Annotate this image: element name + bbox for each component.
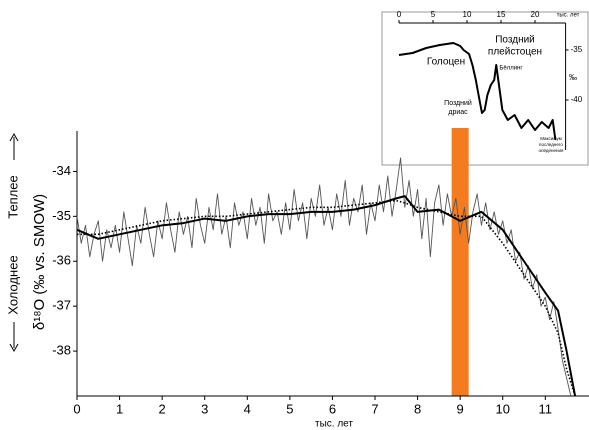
x-tick-label: 0: [397, 10, 402, 19]
y-tick-label: -40: [571, 95, 583, 104]
annotation: последнего: [539, 142, 563, 147]
y-tick-label: -35: [52, 208, 71, 223]
x-tick-label: 7: [371, 401, 378, 416]
colder-label: Холоднее: [5, 255, 20, 314]
x-tick-label: 5: [286, 401, 293, 416]
x-tick-label: 15: [497, 10, 506, 19]
x-tick-label: 1: [116, 401, 123, 416]
series-line: [398, 42, 557, 141]
y-axis-label: ‰: [569, 73, 577, 82]
annotation: Поздний: [495, 35, 535, 46]
x-axis-label: тыс. лет: [315, 419, 353, 430]
x-tick-label: 6: [329, 401, 336, 416]
annotation: Бёллинг: [499, 66, 523, 72]
annotation: плейстоцен: [488, 47, 542, 58]
highlight-band: [451, 128, 469, 396]
x-tick-label: 10: [495, 401, 509, 416]
x-tick-label: 9: [457, 401, 464, 416]
arrow-down-head: [9, 343, 19, 353]
x-tick-label: 0: [73, 401, 80, 416]
series-line: [77, 199, 576, 397]
series-line: [76, 195, 577, 397]
x-tick-label: 4: [244, 401, 251, 416]
y-tick-label: -35: [571, 45, 583, 54]
annotation: Поздний: [444, 99, 472, 107]
warmer-label: Теплее: [5, 175, 20, 219]
inset-frame: [381, 11, 589, 166]
x-axis-label: тыс. лет: [557, 13, 580, 19]
y-axis-label: δ¹⁸O (‰ vs. SMOW): [31, 194, 48, 330]
x-tick-label: 11: [539, 401, 553, 416]
annotation: дриас: [448, 109, 468, 116]
x-tick-label: 5: [431, 10, 436, 19]
x-tick-label: 8: [414, 401, 421, 416]
x-tick-label: 20: [531, 10, 540, 19]
y-tick-label: -38: [52, 343, 71, 358]
arrow-up-head: [9, 132, 19, 142]
annotation: Голоцен: [427, 57, 465, 68]
y-tick-label: -37: [52, 298, 71, 313]
x-tick-label: 10: [463, 10, 472, 19]
x-tick-label: 2: [159, 401, 166, 416]
y-tick-label: -36: [52, 253, 71, 268]
series-line: [76, 157, 572, 397]
annotation: Максимум: [540, 136, 562, 141]
annotation: оледенения: [539, 148, 565, 153]
x-tick-label: 3: [201, 401, 208, 416]
y-tick-label: -34: [52, 163, 71, 178]
